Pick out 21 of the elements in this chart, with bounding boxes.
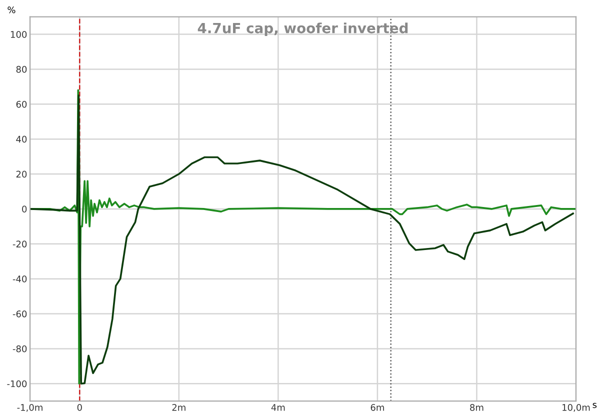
y-tick-label: -20	[12, 240, 27, 248]
x-tick-label: 4m	[271, 404, 285, 411]
x-tick-label: 6m	[370, 404, 384, 411]
x-axis-title: s	[592, 402, 597, 408]
y-tick-label: 60	[16, 100, 27, 108]
y-tick-label: 20	[16, 170, 27, 178]
y-tick-label: -80	[12, 345, 27, 352]
x-tick-label: 8m	[470, 404, 484, 411]
y-tick-label: -40	[12, 276, 27, 282]
x-tick-label: 0	[77, 404, 82, 411]
y-tick-label: 80	[16, 66, 27, 73]
y-tick-label: 100	[10, 31, 27, 38]
y-tick-label: 40	[16, 136, 27, 143]
x-tick-label: -1,0m	[17, 404, 42, 412]
x-tick-label: 10,0m	[562, 404, 590, 412]
x-tick-label: 2m	[172, 404, 186, 411]
y-tick-label: -100	[7, 380, 27, 388]
y-tick-label: -60	[12, 310, 27, 318]
chart-title: 4.7uF cap, woofer inverted	[198, 22, 408, 36]
y-tick-label: 0	[22, 206, 27, 213]
y-axis-title: %	[8, 6, 16, 14]
